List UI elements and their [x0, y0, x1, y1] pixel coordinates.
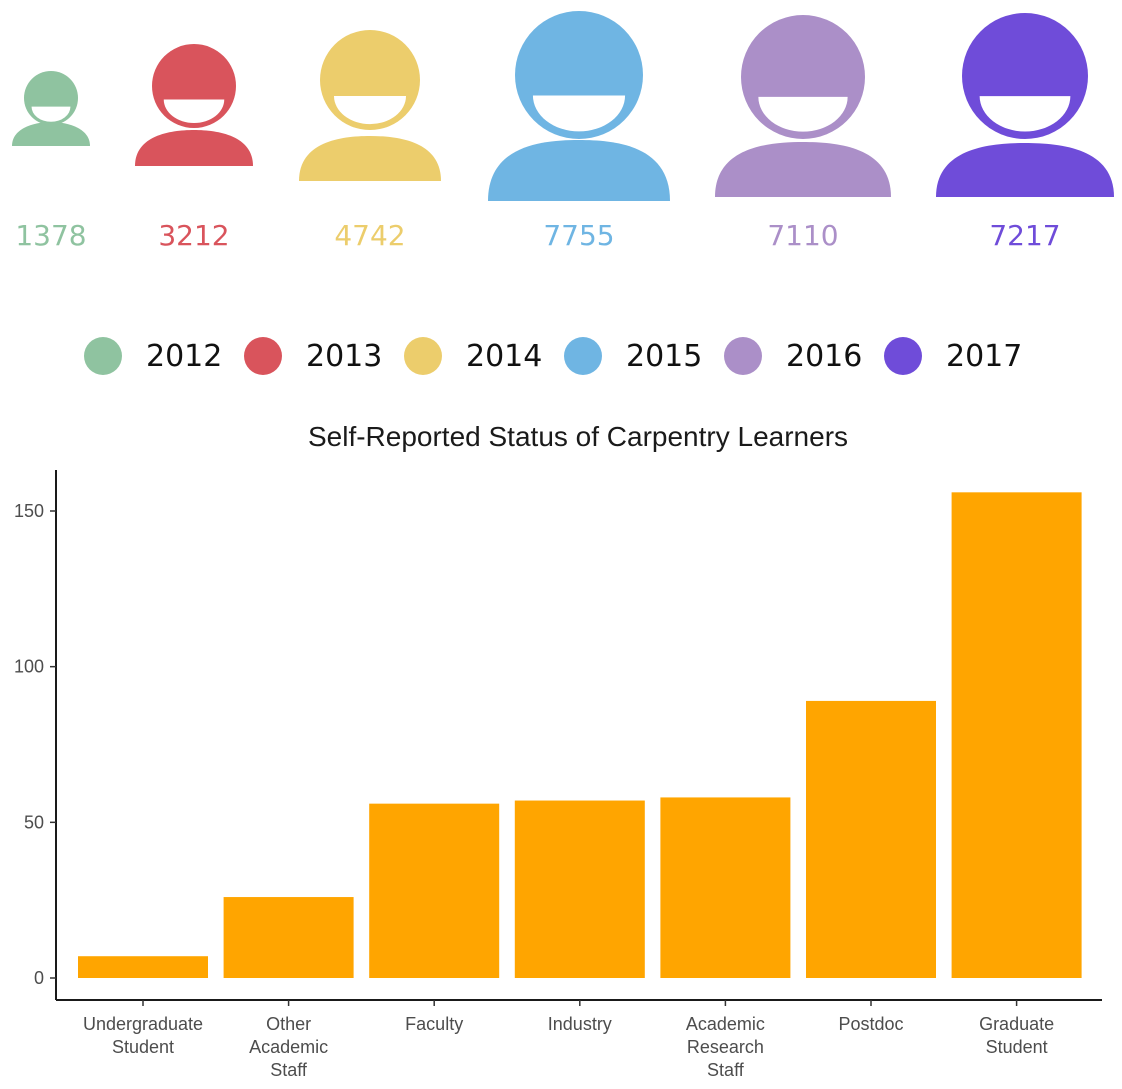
- bar: [369, 803, 500, 978]
- learner-count-icons: 1378 3212 4742 7755 7110 7217: [12, 11, 1114, 252]
- person-smile: [31, 106, 71, 122]
- person-icon: [715, 15, 891, 197]
- legend-label: 2017: [946, 339, 1022, 374]
- person-smile: [979, 96, 1071, 132]
- y-tick-label: 50: [24, 812, 44, 832]
- person-icon: [488, 11, 670, 201]
- person-icon: [135, 44, 253, 166]
- x-tick-label: Faculty: [405, 1014, 463, 1034]
- learner-count-label: 1378: [15, 219, 86, 252]
- person-body: [12, 122, 90, 146]
- learner-count-label: 3212: [158, 219, 229, 252]
- x-axis-ticks: Undergraduate Student Other Academic Staff Fa…: [83, 1000, 1054, 1080]
- person-body: [488, 140, 670, 201]
- bar: [514, 800, 645, 978]
- legend-swatch: [404, 337, 442, 375]
- person-icon: [12, 71, 90, 146]
- learner-count-label: 4742: [334, 219, 405, 252]
- person-smile: [532, 95, 626, 132]
- person-smile: [758, 96, 848, 132]
- learner-count-label: 7110: [767, 219, 838, 252]
- person-body: [936, 143, 1114, 197]
- learner-count-label: 7217: [989, 219, 1060, 252]
- learner-count-label: 7755: [543, 219, 614, 252]
- legend-label: 2013: [306, 339, 382, 374]
- x-tick-label: Other Academic Staff: [249, 1014, 328, 1080]
- person-body: [299, 136, 441, 181]
- person-smile: [163, 99, 225, 124]
- y-tick-label: 100: [14, 657, 44, 677]
- x-tick-label: Industry: [548, 1014, 612, 1034]
- chart-title: Self-Reported Status of Carpentry Learne…: [308, 421, 848, 452]
- legend-item: 2017: [884, 337, 1022, 375]
- x-tick-label: Academic Research Staff: [686, 1014, 765, 1080]
- legend-item: 2013: [244, 337, 382, 375]
- bar: [223, 897, 354, 978]
- legend-swatch: [564, 337, 602, 375]
- legend-item: 2012: [84, 337, 222, 375]
- bars: [78, 492, 1082, 978]
- bar: [806, 700, 936, 978]
- bar: [660, 797, 791, 978]
- legend-label: 2014: [466, 339, 542, 374]
- bar: [78, 956, 208, 978]
- legend-swatch: [724, 337, 762, 375]
- legend-label: 2015: [626, 339, 702, 374]
- person-body: [715, 142, 891, 197]
- legend-item: 2016: [724, 337, 862, 375]
- person-smile: [334, 96, 406, 125]
- legend-item: 2014: [404, 337, 542, 375]
- bar-chart: 0 50 100 150 Undergraduate Student Other Acade…: [14, 470, 1102, 1080]
- bar: [951, 492, 1082, 978]
- x-tick-label: Undergraduate Student: [83, 1014, 203, 1057]
- legend-item: 2015: [564, 337, 702, 375]
- legend-swatch: [84, 337, 122, 375]
- x-tick-label: Graduate Student: [979, 1014, 1054, 1057]
- person-icon: [299, 30, 441, 181]
- x-tick-label: Postdoc: [838, 1014, 903, 1034]
- person-icon: [936, 13, 1114, 197]
- legend-swatch: [884, 337, 922, 375]
- y-tick-label: 150: [14, 501, 44, 521]
- y-axis-ticks: 0 50 100 150: [14, 501, 56, 988]
- legend-swatch: [244, 337, 282, 375]
- person-body: [135, 130, 253, 166]
- legend-label: 2012: [146, 339, 222, 374]
- year-legend: 2012 2013 2014 2015 2016 2017: [84, 337, 1022, 375]
- y-tick-label: 0: [34, 968, 44, 988]
- legend-label: 2016: [786, 339, 862, 374]
